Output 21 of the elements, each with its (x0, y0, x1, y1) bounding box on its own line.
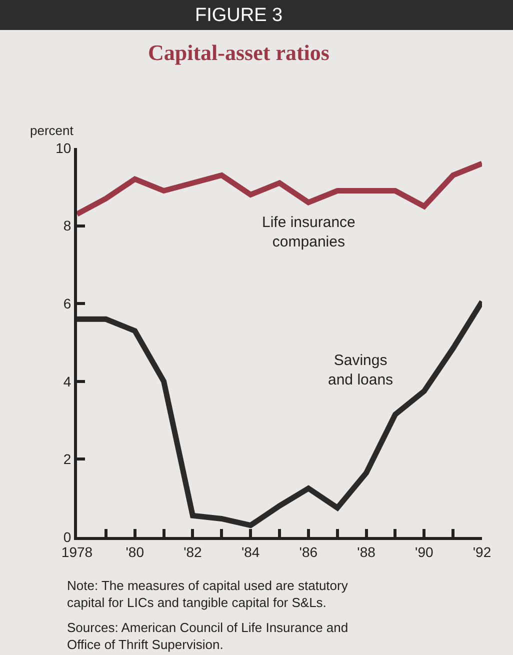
y-tick-label: 8 (63, 218, 72, 234)
y-tick-label: 0 (63, 528, 72, 545)
text: Note: The measures of capital used are statutory capital for LICs and tangible capital for S&Ls. (67, 578, 348, 610)
x-tick-label: '86 (299, 544, 318, 560)
x-tick-label: '82 (184, 544, 202, 560)
series-label: Life insurance companies (262, 214, 356, 250)
chart-title: FIGURE 3 (195, 5, 283, 26)
chart-subtitle: Capital-asset ratios (148, 40, 330, 65)
y-tick-label: 4 (63, 373, 72, 390)
x-tick-label: 1978 (61, 544, 93, 560)
series-label: Savings and loans (328, 352, 394, 388)
x-tick-label: '88 (357, 544, 376, 560)
y-tick-label: 6 (63, 296, 72, 312)
x-tick-label: '92 (472, 544, 492, 560)
x-tick-label: '80 (126, 544, 144, 560)
y-tick-label: 10 (56, 140, 72, 156)
source-note: Sources: American Council of Life Insurance and Office of Thrift Supervision. (67, 620, 348, 652)
x-tick-label: '84 (241, 544, 260, 560)
y-axis-title: percent (30, 123, 74, 138)
x-tick-label: '90 (415, 544, 434, 560)
y-tick-label: 2 (63, 451, 72, 468)
